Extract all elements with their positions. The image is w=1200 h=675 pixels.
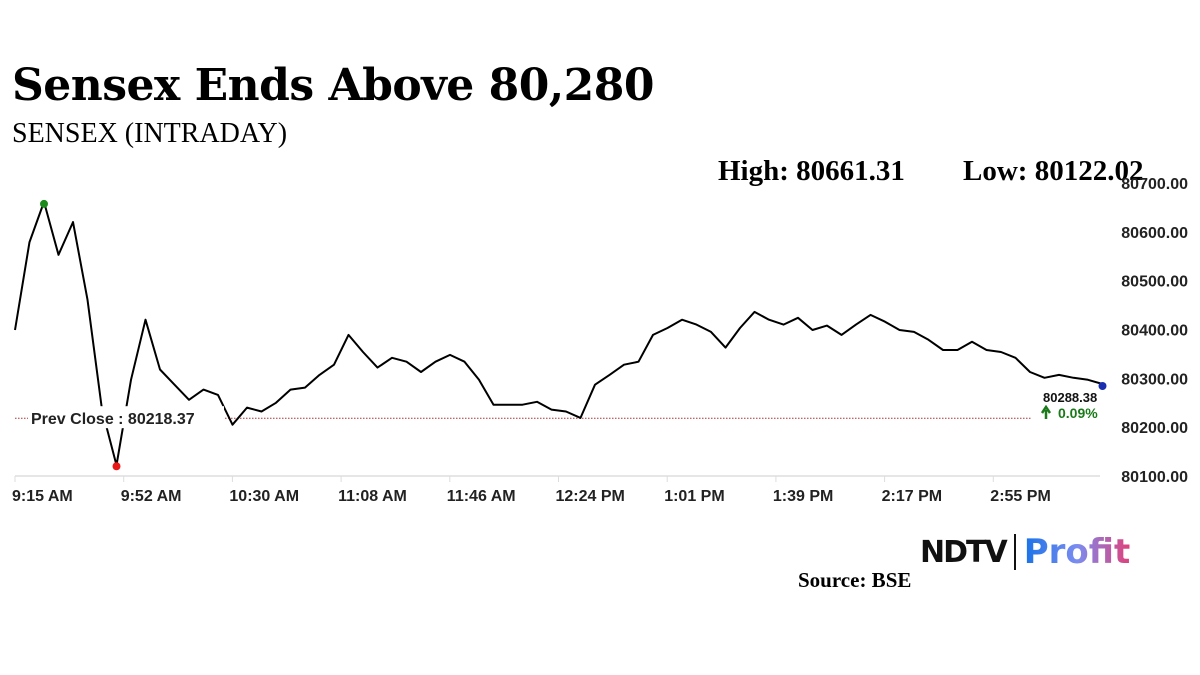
logo-divider [1013, 534, 1016, 570]
prev-close-label: Prev Close : 80218.37 [31, 411, 195, 428]
x-tick-label: 12:24 PM [556, 488, 625, 505]
last-marker [1098, 382, 1107, 391]
x-tick-label: 9:52 AM [121, 488, 182, 505]
y-tick-label: 80100.00 [1121, 469, 1188, 486]
arrow-up-icon [1040, 404, 1052, 419]
last-value-label: 80288.38 [1043, 390, 1097, 405]
source-label: Source: BSE [798, 568, 912, 592]
y-tick-label: 80300.00 [1121, 371, 1188, 388]
x-tick-label: 9:15 AM [12, 488, 73, 505]
x-tick-label: 11:46 AM [447, 488, 516, 505]
high-label: High: 80661.31 [718, 155, 905, 187]
logo-ndtv: NDTV [920, 534, 1008, 570]
headline: Sensex Ends Above 80,280 [12, 60, 654, 111]
x-tick-label: 2:17 PM [882, 488, 942, 505]
x-tick-label: 1:01 PM [664, 488, 724, 505]
y-tick-label: 80600.00 [1121, 225, 1188, 242]
ndtv-profit-logo: NDTV Profit [920, 532, 1130, 572]
prev-close-label-bg [28, 406, 224, 429]
y-tick-label: 80400.00 [1121, 323, 1188, 340]
y-tick-label: 80700.00 [1121, 176, 1188, 193]
logo-profit: Profit [1023, 532, 1131, 572]
x-tick-label: 11:08 AM [338, 488, 407, 505]
change-label: 0.09% [1058, 405, 1098, 421]
y-tick-label: 80200.00 [1121, 420, 1188, 437]
high-marker [40, 199, 48, 208]
x-tick-label: 1:39 PM [773, 488, 833, 505]
low-marker [112, 462, 121, 471]
chart-title: SENSEX (INTRADAY) [12, 118, 288, 149]
x-tick-label: 2:55 PM [990, 488, 1050, 505]
x-tick-label: 10:30 AM [229, 488, 299, 505]
low-label: Low: 80122.02 [963, 155, 1144, 187]
price-line [14, 200, 1103, 467]
y-tick-label: 80500.00 [1121, 274, 1188, 291]
